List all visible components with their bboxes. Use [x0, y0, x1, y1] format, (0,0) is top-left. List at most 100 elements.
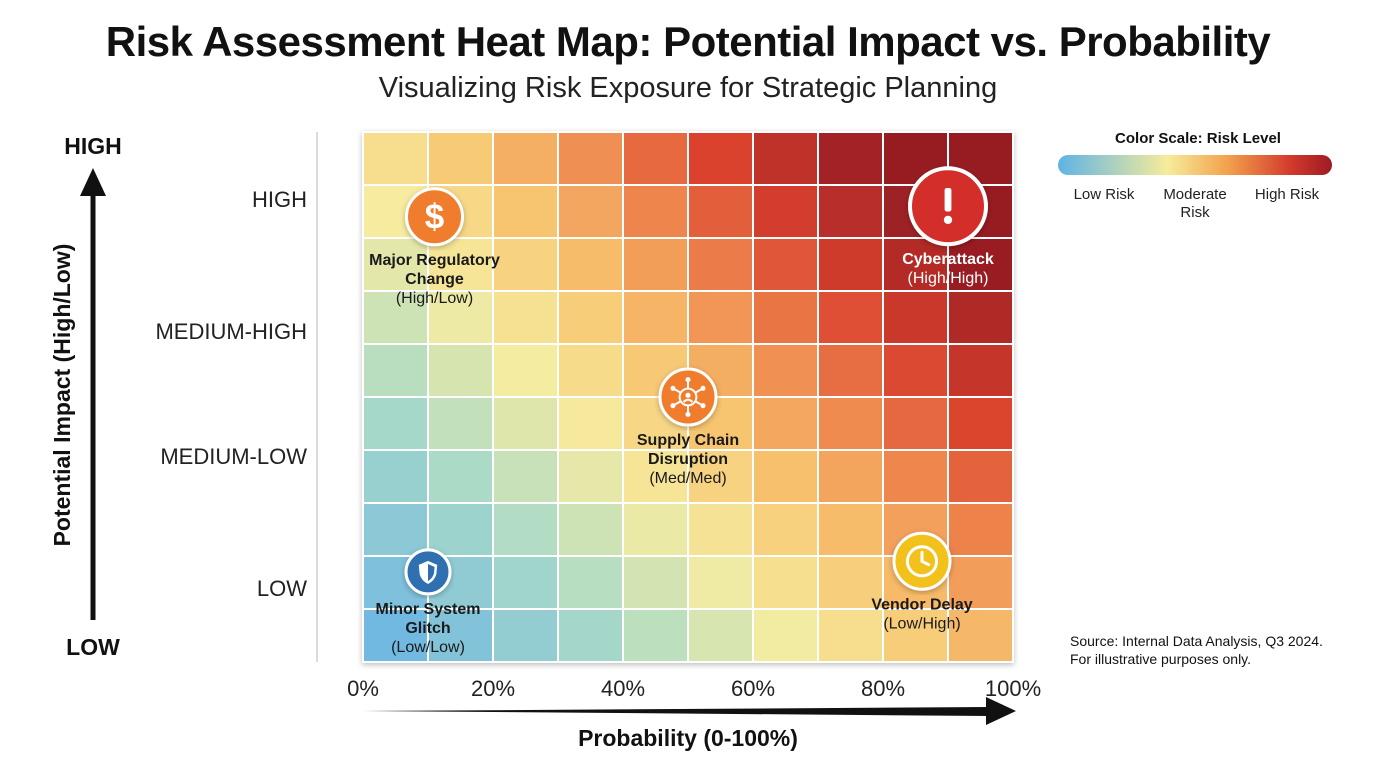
- heatmap-cell: [622, 502, 689, 557]
- heatmap-cell: [427, 131, 494, 186]
- risk-marker: [405, 187, 464, 247]
- x-tick-label: 100%: [985, 676, 1041, 701]
- heatmap-cell: [882, 237, 949, 292]
- heatmap-cell: [817, 396, 884, 451]
- heatmap-cell: [622, 608, 689, 663]
- heatmap-cell: [882, 449, 949, 504]
- heatmap-cell: [492, 343, 559, 398]
- heatmap-cell: [492, 396, 559, 451]
- heatmap-cell: [687, 608, 754, 663]
- heatmap-cell: [817, 555, 884, 610]
- heatmap-cell: [817, 502, 884, 557]
- risk-rating-label: (Med/Med): [649, 470, 726, 487]
- heatmap-cell: [427, 396, 494, 451]
- shield-icon: [418, 560, 438, 584]
- heatmap-cell: [362, 237, 429, 292]
- heatmap-cell: [752, 449, 819, 504]
- heatmap-cell: [817, 449, 884, 504]
- heatmap-cell: [947, 396, 1014, 451]
- heatmap-cell: [882, 290, 949, 345]
- x-tick-label: 0%: [347, 676, 379, 701]
- heatmap-cell: [557, 343, 624, 398]
- heatmap-cell: [947, 343, 1014, 398]
- heatmap-cell: [622, 555, 689, 610]
- risk-point: $ Major Regulatory Change (High/Low): [369, 187, 500, 307]
- y-axis-label: Potential Impact (High/Low): [49, 244, 75, 547]
- heatmap-cell: [752, 131, 819, 186]
- heatmap-cell: [427, 608, 494, 663]
- legend-label-high: High Risk: [1254, 186, 1320, 203]
- legend-title: Color Scale: Risk Level: [1115, 130, 1281, 147]
- heatmap-cell: [752, 502, 819, 557]
- heatmap-cell: [687, 131, 754, 186]
- heatmap-cell: [557, 555, 624, 610]
- heatmap-cell: [687, 290, 754, 345]
- heatmap-cell: [947, 449, 1014, 504]
- chart-subtitle: Visualizing Risk Exposure for Strategic …: [378, 72, 998, 104]
- heatmap-cell: [362, 343, 429, 398]
- y-tick-label: HIGH: [252, 187, 307, 212]
- heatmap-cell: [362, 608, 429, 663]
- y-tick-label: MEDIUM-HIGH: [155, 319, 307, 344]
- heatmap-cell: [427, 237, 494, 292]
- heatmap-cell: [752, 184, 819, 239]
- heatmap-cell: [622, 237, 689, 292]
- source-note: Source: Internal Data Analysis, Q3 2024.…: [1070, 632, 1370, 668]
- heatmap-cell: [427, 343, 494, 398]
- risk-label: Major Regulatory: [369, 252, 500, 269]
- heatmap-cell: [752, 343, 819, 398]
- risk-label: Disruption: [648, 451, 728, 468]
- heatmap-cell: [947, 290, 1014, 345]
- heatmap-cell: [752, 237, 819, 292]
- heatmap-cell: [817, 608, 884, 663]
- heatmap-cell: [882, 608, 949, 663]
- risk-rating-label: (High/Low): [396, 290, 473, 307]
- y-tick-label: MEDIUM-LOW: [160, 444, 307, 469]
- heatmap-cell: [492, 555, 559, 610]
- risk-rating-label: (High/High): [908, 270, 989, 287]
- source-line: Source: Internal Data Analysis, Q3 2024.: [1070, 633, 1323, 649]
- heatmap-cell: [752, 290, 819, 345]
- heatmap-cell: [817, 131, 884, 186]
- heatmap-cell: [817, 343, 884, 398]
- risk-label: Change: [405, 271, 464, 288]
- disclaimer-line: For illustrative purposes only.: [1070, 651, 1252, 667]
- chart-title: Risk Assessment Heat Map: Potential Impa…: [105, 18, 1271, 65]
- heatmap-cell: [557, 237, 624, 292]
- heatmap-cell: [492, 449, 559, 504]
- heatmap-cell: [492, 237, 559, 292]
- heatmap-cell: [492, 608, 559, 663]
- risk-rating-label: (Low/Low): [391, 639, 465, 656]
- network-icon: [670, 377, 706, 417]
- heatmap-cell: [882, 343, 949, 398]
- heatmap-cell: [362, 449, 429, 504]
- heatmap-cell: [557, 608, 624, 663]
- y-axis-bottom-label: LOW: [66, 634, 120, 660]
- heatmap-cell: [362, 502, 429, 557]
- risk-point: Cyberattack (High/High): [902, 166, 994, 287]
- heatmap-cell: [557, 449, 624, 504]
- heatmap-cell: [622, 131, 689, 186]
- x-tick-label: 20%: [471, 676, 515, 701]
- svg-text:$: $: [425, 198, 444, 237]
- heatmap-cell: [362, 290, 429, 345]
- risk-label: Vendor Delay: [871, 596, 972, 613]
- heatmap-cell: [687, 184, 754, 239]
- risk-label: Supply Chain: [637, 432, 739, 449]
- heatmap-cell: [687, 555, 754, 610]
- heatmap-cell: [362, 396, 429, 451]
- heatmap-cell: [752, 396, 819, 451]
- y-axis-top-label: HIGH: [64, 133, 122, 159]
- color-scale-legend: Color Scale: Risk Level Low Risk Moderat…: [1058, 130, 1338, 221]
- heatmap-cell: [947, 502, 1014, 557]
- heatmap-cell: [557, 396, 624, 451]
- risk-label: Glitch: [405, 620, 450, 637]
- clock-icon: [905, 545, 939, 578]
- x-axis-label: Probability (0-100%): [578, 725, 798, 751]
- x-tick-label: 60%: [731, 676, 775, 701]
- alert-icon: [943, 187, 953, 225]
- heatmap-cell: [557, 502, 624, 557]
- heatmap-cell: [947, 608, 1014, 663]
- risk-label: Cyberattack: [902, 251, 994, 268]
- legend-gradient-bar: [1058, 155, 1332, 175]
